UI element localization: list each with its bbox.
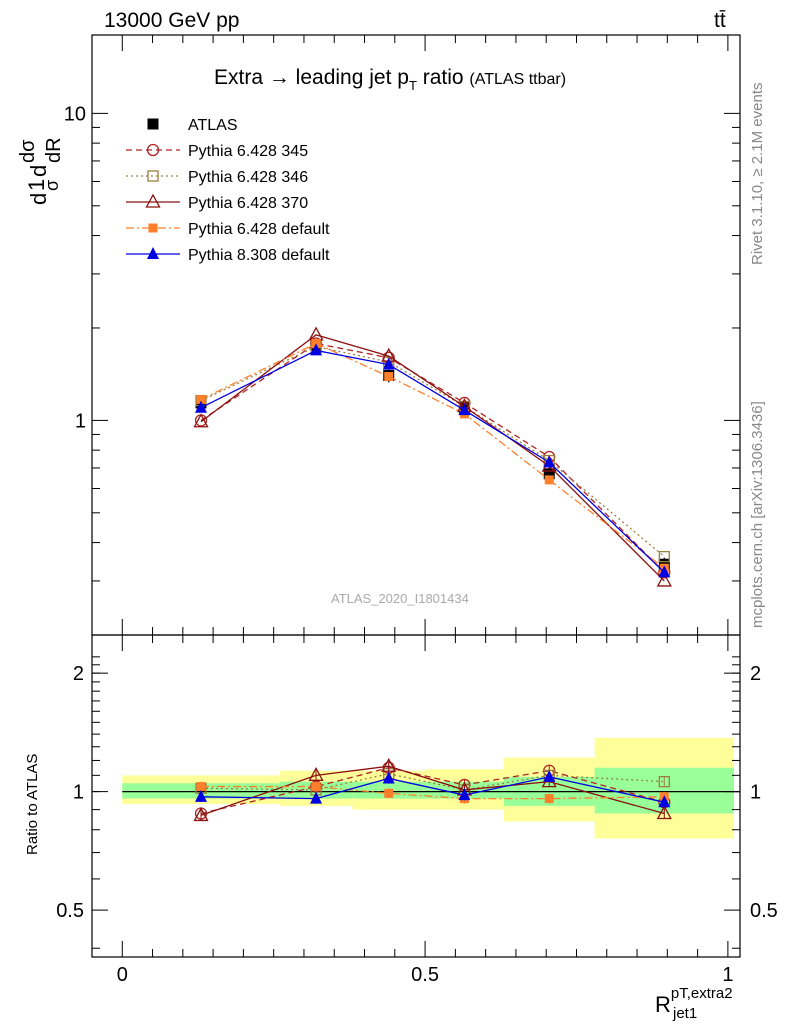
ratio-series-4 [195,769,671,808]
main-ylabel: d 1 σ d dσ dR [17,137,65,205]
data-point [195,400,208,413]
legend-label: Pythia 6.428 345 [188,143,308,160]
ratio-point [658,776,670,788]
ratio-point [382,771,395,784]
rivet-label: Rivet 3.1.10, ≥ 2.1M events [749,83,766,266]
legend-entry: Pythia 8.308 default [126,247,330,264]
ratio-line [200,773,665,791]
legend-marker [148,223,158,233]
y-tick-label: 10 [64,103,86,125]
ratio-series-layer [193,757,672,822]
ratio-line [200,776,665,803]
data-point [543,468,555,480]
ratio-point [381,757,397,772]
ratio-point [310,791,323,804]
legend-entry: Pythia 6.428 345 [126,143,308,160]
data-point [658,550,670,563]
data-point [658,565,671,578]
legend-marker [147,247,159,259]
ratio-axis-ticks: 0.5 0.5 1 1 2 2 0 0.5 1 [56,635,778,986]
ratio-point [308,766,324,781]
ratio-panel-frame [91,634,741,958]
legend-marker [147,118,159,130]
x-tick-label: 0.5 [411,964,439,986]
legend-label: Pythia 6.428 370 [188,195,308,212]
series-5 [195,343,671,578]
ratio-ylabel: Ratio to ATLAS [24,754,41,855]
ratio-line [201,785,665,800]
data-point [384,371,394,381]
ratio-panel: 0.5 0.5 1 1 2 2 0 0.5 1 Ratio to ATLAS RpT,extra… [24,634,778,1022]
main-series-layer [193,326,672,587]
ratio-line [200,767,665,815]
legend-entry: Pythia 6.428 default [126,221,330,238]
svg-text:σ: σ [42,180,62,191]
ratio-point [195,789,208,802]
main-title: Extra → leading jet pT ratio (ATLAS ttba… [214,66,566,93]
legend-entry: Pythia 6.428 370 [126,193,308,212]
svg-text:dR: dR [43,137,65,163]
data-point [196,394,206,404]
legend-marker [147,170,159,182]
legend-label: Pythia 8.308 default [188,247,330,264]
legend: ATLAS Pythia 6.428 345 Pythia 6.428 346 Pyt… [126,117,330,264]
watermark-label: ATLAS_2020_I1801434 [331,591,469,606]
energy-label: 13000 GeV pp [104,9,239,32]
svg-text:dσ: dσ [17,139,39,163]
legend-label: Pythia 6.428 346 [188,169,308,186]
ratio-point [458,788,471,801]
svg-text:1: 1 [24,179,49,191]
legend-entry: Pythia 6.428 346 [126,169,308,186]
series-3 [193,326,672,587]
x-tick-label: 1 [722,964,733,986]
data-point [458,403,471,416]
y-tick-label: 2 [73,663,84,685]
series-1 [194,337,671,579]
svg-text:d: d [26,165,51,177]
series-line [200,334,665,582]
main-axis-ticks: 1 10 [64,35,740,636]
data-point [544,475,554,485]
ratio-point [543,769,556,782]
mcplots-label: mcplots.cern.ch [arXiv:1306.3436] [749,401,766,628]
y-tick-label: 0.5 [56,900,84,922]
ratio-point [544,794,554,804]
ratio-point [656,805,672,820]
ratio-xlabel: RpT,extra2 [655,985,733,1017]
series-line [200,342,665,573]
ratio-point [196,782,206,792]
data-point [310,343,323,356]
legend-label: Pythia 6.428 default [188,221,330,238]
ratio-point [193,807,209,822]
y-tick-label-right: 2 [750,663,761,685]
legend-label: ATLAS [188,117,238,134]
y-tick-label: 1 [73,782,84,804]
legend-entry: ATLAS [147,117,238,134]
series-line [200,342,665,569]
svg-text:d: d [26,193,51,205]
ratio-point [384,788,394,798]
data-point [543,455,556,468]
data-point [193,413,209,428]
ratio-point [311,782,321,792]
y-tick-label-right: 1 [750,782,761,804]
ratio-xlabel-sub: jet1 [672,1005,697,1022]
legend-marker [146,143,160,157]
x-tick-label: 0 [117,964,128,986]
process-label: tt̄ [714,9,726,32]
data-point [382,357,395,370]
series-line [200,345,665,558]
ratio-line [200,765,665,817]
series-line [200,349,665,573]
data-point [656,572,672,587]
main-panel: 1 10 Extra → leading jet pT ratio (ATLAS … [17,34,741,636]
y-tick-label: 1 [75,410,86,432]
ratio-point [658,795,671,808]
legend-marker [145,193,161,208]
y-tick-label-right: 0.5 [750,900,778,922]
